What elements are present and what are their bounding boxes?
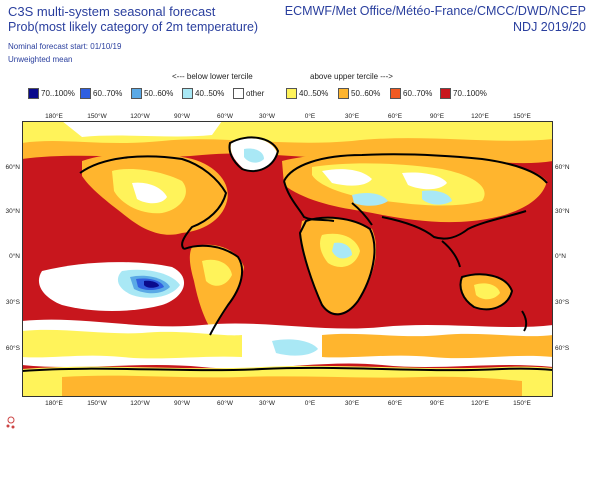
axis-tick-label: 180°E: [45, 112, 63, 120]
legend-swatch: [338, 88, 349, 99]
legend-item: 40..50%: [182, 88, 224, 102]
axis-tick-label: 90°E: [430, 112, 445, 120]
legend-item: 70..100%: [28, 88, 75, 102]
map-frame: [22, 121, 553, 397]
latitude-labels-left: 60°N 30°N 0°N 30°S 60°S: [5, 163, 20, 352]
legend-item: 50..60%: [131, 88, 173, 102]
map-subtitle: Prob(most likely category of 2m temperat…: [8, 20, 259, 34]
forecast-centres: ECMWF/Met Office/Météo-France/CMCC/DWD/N…: [284, 4, 586, 18]
legend-label: 50..60%: [144, 89, 174, 98]
axis-tick-label: 30°N: [5, 207, 20, 215]
coastlines: [22, 136, 553, 372]
nominal-start-text: Nominal forecast start: 01/10/19: [8, 42, 122, 51]
axis-tick-label: 150°W: [87, 112, 107, 120]
axis-tick-label: 60°N: [555, 163, 570, 171]
axis-tick-label: 30°W: [259, 399, 276, 407]
legend-label: 50..60%: [351, 89, 381, 98]
legend: 70..100% 60..70% 50..60% 40..50% other 40..50…: [28, 88, 568, 102]
legend-item: 50..60%: [338, 88, 380, 102]
legend-label: other: [246, 89, 265, 98]
legend-swatch: [28, 88, 39, 99]
legend-label: 40..50%: [299, 89, 329, 98]
axis-tick-label: 60°E: [388, 399, 403, 407]
axis-tick-label: 120°W: [130, 399, 150, 407]
longitude-labels-bottom: 180°E 150°W 120°W 90°W 60°W 30°W 0°E 30°E 60°E 90…: [45, 399, 531, 407]
legend-item: 40..50%: [286, 88, 328, 102]
axis-tick-label: 60°N: [5, 163, 20, 171]
legend-swatch: [131, 88, 142, 99]
map-title: C3S multi-system seasonal forecast: [8, 4, 216, 19]
axis-tick-label: 60°S: [555, 344, 570, 352]
legend-item: 60..70%: [390, 88, 432, 102]
axis-tick-label: 90°W: [174, 399, 191, 407]
axis-tick-label: 120°W: [130, 112, 150, 120]
axis-tick-label: 150°E: [513, 399, 531, 407]
legend-item: other: [233, 88, 264, 102]
axis-tick-label: 30°E: [345, 112, 360, 120]
legend-label: 40..50%: [195, 89, 225, 98]
above-tercile-label: above upper tercile --->: [310, 72, 393, 81]
axis-tick-label: 90°E: [430, 399, 445, 407]
axis-tick-label: 150°W: [87, 399, 107, 407]
axis-tick-label: 180°E: [45, 399, 63, 407]
axis-tick-label: 120°E: [471, 399, 489, 407]
copernicus-logo: [4, 410, 74, 450]
axis-tick-label: 0°N: [555, 252, 566, 260]
axis-tick-label: 30°S: [555, 298, 570, 306]
axis-tick-label: 60°E: [388, 112, 403, 120]
axis-tick-label: 90°W: [174, 112, 191, 120]
legend-item: 70..100%: [440, 88, 487, 102]
axis-tick-label: 150°E: [513, 112, 531, 120]
axis-tick-label: 60°S: [6, 344, 21, 352]
axis-tick-label: 0°N: [9, 252, 20, 260]
axis-tick-label: 0°E: [305, 112, 316, 120]
legend-label: 60..70%: [403, 89, 433, 98]
legend-label: 70..100%: [453, 89, 487, 98]
legend-swatch: [80, 88, 91, 99]
axis-tick-label: 0°E: [305, 399, 316, 407]
axis-tick-label: 30°N: [555, 207, 570, 215]
legend-swatch: [233, 88, 244, 99]
axis-tick-label: 60°W: [217, 112, 234, 120]
longitude-labels-top: 180°E 150°W 120°W 90°W 60°W 30°W 0°E 30°E 60°E 90…: [45, 112, 531, 120]
legend-label: 70..100%: [41, 89, 75, 98]
legend-swatch: [182, 88, 193, 99]
axis-tick-label: 30°S: [6, 298, 21, 306]
legend-swatch: [390, 88, 401, 99]
below-tercile-label: <--- below lower tercile: [172, 72, 253, 81]
axis-tick-label: 30°W: [259, 112, 276, 120]
legend-swatch: [440, 88, 451, 99]
legend-swatch: [286, 88, 297, 99]
legend-label: 60..70%: [93, 89, 123, 98]
axis-tick-label: 120°E: [471, 112, 489, 120]
axis-tick-label: 30°E: [345, 399, 360, 407]
forecast-period: NDJ 2019/20: [513, 20, 586, 34]
weighting-text: Unweighted mean: [8, 55, 73, 64]
probability-map: 180°E 150°W 120°W 90°W 60°W 30°W 0°E 30°E 60°E 90…: [5, 112, 569, 407]
latitude-labels-right: 60°N 30°N 0°N 30°S 60°S: [555, 163, 570, 352]
axis-tick-label: 60°W: [217, 399, 234, 407]
legend-item: 60..70%: [80, 88, 122, 102]
